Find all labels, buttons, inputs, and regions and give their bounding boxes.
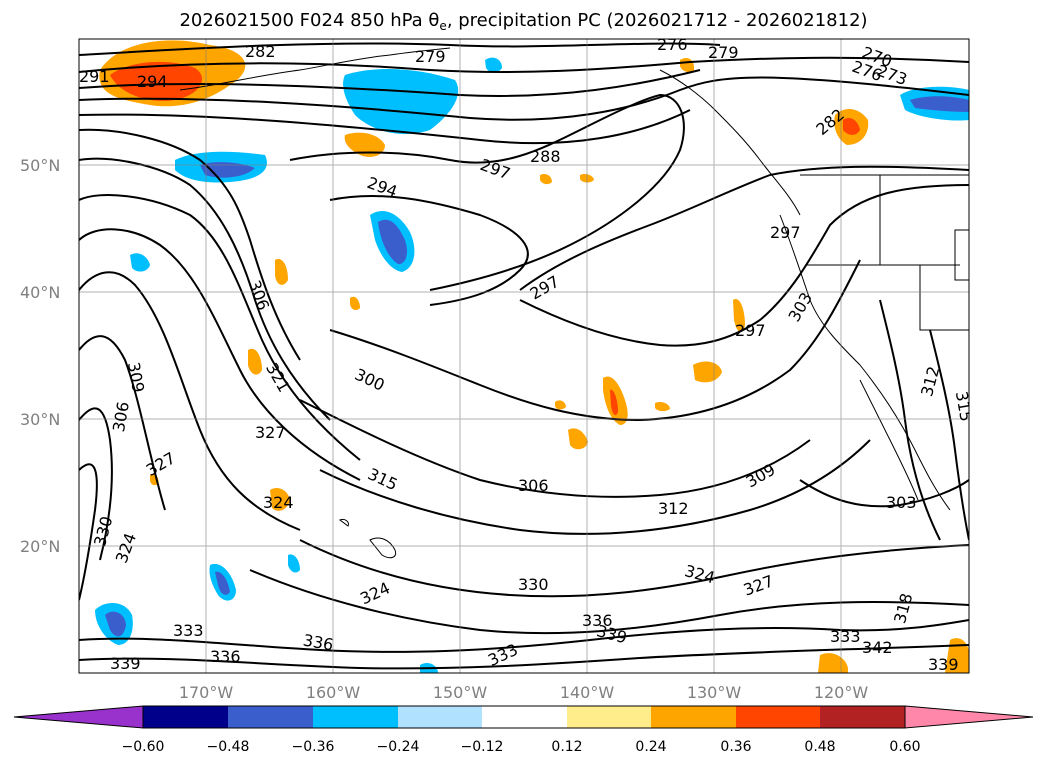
map-background [79, 39, 969, 673]
lon-label-140w: 140°W [560, 683, 615, 702]
contour-label: 333 [173, 621, 204, 640]
map-frame [78, 38, 970, 674]
colorbar-seg [398, 706, 482, 728]
title-prefix: 2026021500 F024 850 hPa [179, 10, 429, 31]
contour-label: 288 [530, 147, 561, 166]
colorbar-seg [228, 706, 313, 728]
colorbar-seg [651, 706, 736, 728]
colorbar-tick: −0.12 [461, 739, 504, 755]
lon-label-160w: 160°W [306, 683, 361, 702]
contour-label: 324 [263, 493, 294, 512]
contour-label: 342 [862, 638, 893, 657]
lat-label-50n: 50°N [20, 156, 60, 175]
contour-label: 327 [255, 423, 286, 442]
colorbar-tick: −0.48 [207, 739, 250, 755]
lon-label-120w: 120°W [814, 683, 869, 702]
coastlines [179, 47, 969, 559]
colorbar-seg [736, 706, 820, 728]
lat-label-20n: 20°N [20, 537, 60, 556]
contour-label: 291 [79, 67, 110, 86]
colorbar-tick: 0.12 [551, 739, 582, 755]
lon-label-170w: 170°W [179, 683, 234, 702]
colorbar: −0.60 −0.48 −0.36 −0.24 −0.12 0.12 0.24 … [13, 705, 1034, 755]
title-theta-sub: e [439, 19, 447, 33]
contour-label: 339 [928, 655, 959, 674]
title-suffix: , precipitation PC (2026021712 - 2026021… [446, 10, 868, 31]
colorbar-arrow-left [13, 705, 144, 729]
colorbar-tick: −0.24 [377, 739, 420, 755]
colorbar-seg [820, 706, 905, 728]
contour-label: 282 [245, 42, 276, 61]
colorbar-tick: 0.60 [889, 739, 920, 755]
colorbar-seg [482, 706, 567, 728]
title-theta: θ [428, 10, 440, 31]
colorbar-seg [567, 706, 651, 728]
lat-label-30n: 30°N [20, 410, 60, 429]
longitude-labels: 170°W 160°W 150°W 140°W 130°W 120°W [179, 683, 869, 702]
figure-title: 2026021500 F024 850 hPa θe, precipitatio… [0, 10, 1047, 33]
contour-label: 279 [708, 43, 739, 62]
lat-label-40n: 40°N [20, 283, 60, 302]
colorbar-tick: −0.36 [292, 739, 335, 755]
contour-label: 294 [137, 72, 168, 91]
contour-label: 276 [657, 35, 688, 54]
map-gridlines [79, 39, 969, 673]
contour-label: 330 [518, 575, 549, 594]
contour-label: 303 [886, 493, 917, 512]
contour-label: 339 [110, 654, 141, 673]
contour-label: 312 [658, 499, 689, 518]
colorbar-seg [313, 706, 398, 728]
colorbar-arrow-right [904, 705, 1034, 729]
contour-label: 336 [210, 647, 241, 666]
contour-label: 336 [582, 611, 613, 630]
contour-label: 297 [735, 321, 766, 340]
colorbar-seg [143, 706, 228, 728]
colorbar-tick: 0.36 [720, 739, 751, 755]
contour-label: 279 [415, 47, 446, 66]
contour-label: 306 [518, 476, 549, 495]
contour-label: 315 [952, 390, 976, 423]
lon-label-150w: 150°W [433, 683, 488, 702]
colorbar-tick: −0.60 [122, 739, 165, 755]
contour-label: 333 [830, 627, 861, 646]
contour-label: 297 [770, 223, 801, 242]
colorbar-tick: 0.48 [804, 739, 835, 755]
precip-shading [95, 40, 969, 673]
latitude-labels: 50°N 40°N 30°N 20°N [20, 156, 60, 556]
colorbar-tick: 0.24 [635, 739, 666, 755]
lon-label-130w: 130°W [687, 683, 742, 702]
